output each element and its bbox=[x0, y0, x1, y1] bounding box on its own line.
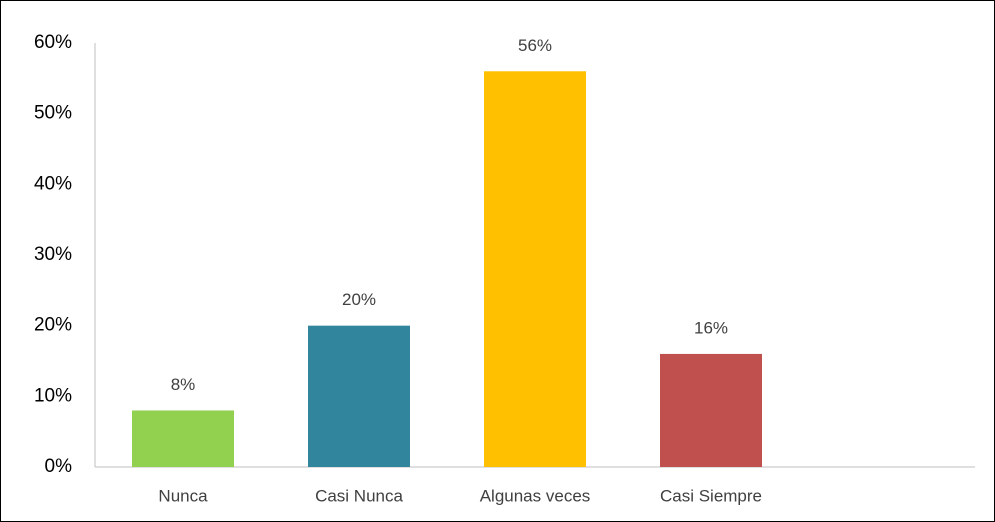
y-tick-label: 10% bbox=[34, 385, 72, 406]
bar bbox=[132, 410, 234, 467]
bar bbox=[660, 353, 762, 467]
y-tick-label: 60% bbox=[34, 32, 72, 53]
data-label: 56% bbox=[518, 36, 552, 55]
y-tick-label: 50% bbox=[34, 103, 72, 124]
data-label: 8% bbox=[171, 375, 196, 394]
data-label: 16% bbox=[694, 318, 728, 337]
x-tick-label: Nunca bbox=[158, 486, 208, 505]
y-tick-label: 20% bbox=[34, 315, 72, 336]
bar bbox=[308, 325, 410, 467]
x-tick-label: Algunas veces bbox=[480, 486, 591, 505]
y-tick-label: 0% bbox=[45, 456, 73, 477]
x-tick-label: Casi Nunca bbox=[315, 486, 403, 505]
y-tick-label: 30% bbox=[34, 244, 72, 265]
y-tick-label: 40% bbox=[34, 173, 72, 194]
x-tick-label: Casi Siempre bbox=[660, 486, 762, 505]
bar bbox=[484, 71, 586, 468]
data-label: 20% bbox=[342, 290, 376, 309]
